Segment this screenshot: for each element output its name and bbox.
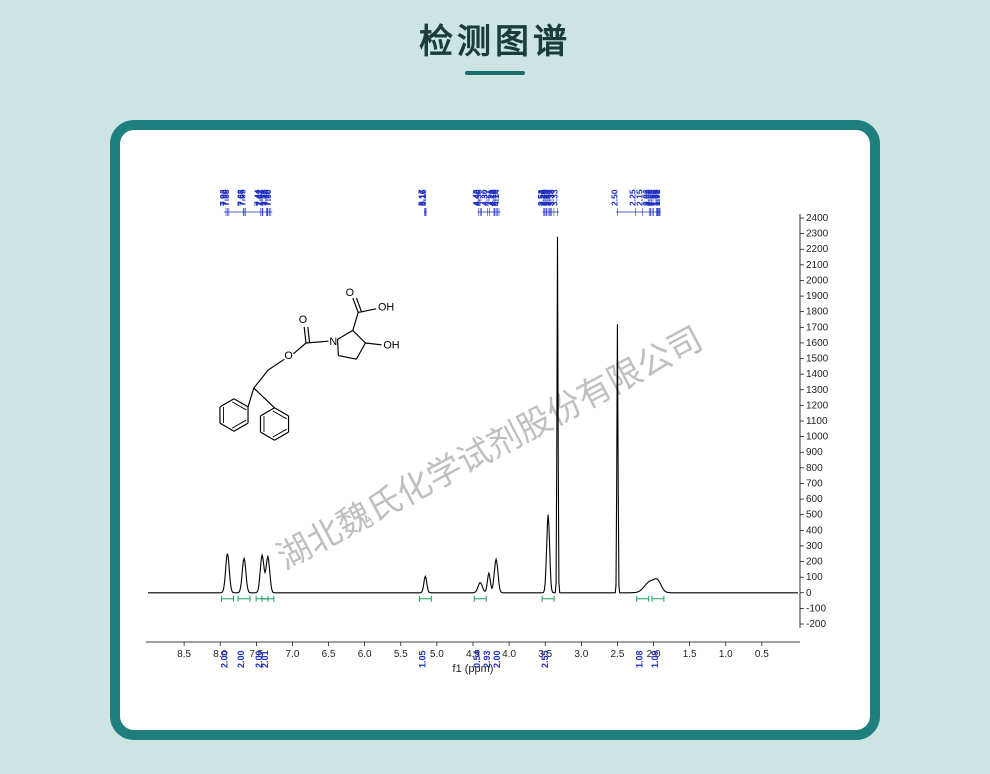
- y-tick-label: 800: [806, 463, 823, 474]
- molecule-atom-label: OH: [383, 339, 399, 351]
- y-tick-label: 1500: [806, 354, 829, 365]
- y-tick-label: 600: [806, 494, 823, 505]
- molecule-atom-label: O: [346, 287, 354, 299]
- spectrum-plot: 湖北魏氏化学试剂股份有限公司24002300220021002000190018…: [138, 148, 852, 712]
- watermark: 湖北魏氏化学试剂股份有限公司: [271, 320, 709, 577]
- x-tick-label: 7.0: [285, 649, 299, 660]
- y-tick-label: 200: [806, 557, 823, 568]
- x-tick-label: 6.5: [322, 649, 336, 660]
- page-title: 检测图谱: [0, 0, 990, 63]
- spectrum-trace: [148, 237, 798, 593]
- integration-label: 1.08: [635, 650, 645, 668]
- page: 检测图谱 湖北魏氏化学试剂股份有限公司240023002200210020001…: [0, 0, 990, 774]
- y-tick-label: -200: [806, 619, 826, 630]
- y-tick-label: 2000: [806, 275, 829, 286]
- y-tick-label: 1900: [806, 291, 829, 302]
- x-tick-label: 5.5: [394, 649, 408, 660]
- peak-ppm-label: 7.30: [263, 189, 273, 206]
- x-tick-label: 1.5: [683, 649, 697, 660]
- peak-ppm-label: 2.50: [609, 189, 619, 206]
- y-tick-label: 700: [806, 478, 823, 489]
- y-tick-label: 1100: [806, 416, 828, 427]
- x-tick-label: 0.5: [755, 649, 769, 660]
- x-tick-label: 1.0: [719, 649, 733, 660]
- y-tick-label: 2200: [806, 244, 829, 255]
- molecule-atom-label: OH: [378, 302, 394, 314]
- integration-label: 0.54: [472, 650, 482, 668]
- y-tick-label: 900: [806, 447, 823, 458]
- peak-ppm-label: 4.14: [491, 189, 501, 206]
- x-tick-label: 5.0: [430, 649, 444, 660]
- y-tick-label: 1400: [806, 369, 829, 380]
- spectrum-frame: 湖北魏氏化学试剂股份有限公司24002300220021002000190018…: [110, 120, 880, 740]
- y-tick-label: 2100: [806, 260, 829, 271]
- x-tick-label: 6.0: [358, 649, 372, 660]
- y-tick-label: 0: [806, 588, 812, 599]
- y-tick-label: 100: [806, 572, 823, 583]
- y-tick-label: 1600: [806, 338, 829, 349]
- peak-ppm-label: 7.88: [221, 189, 231, 206]
- y-tick-label: 500: [806, 510, 823, 521]
- y-tick-label: 1700: [806, 322, 829, 333]
- y-tick-label: 1800: [806, 307, 829, 318]
- integration-label: 1.05: [417, 650, 427, 668]
- integration-label: 2.00: [492, 650, 502, 668]
- x-tick-label: 8.5: [177, 649, 191, 660]
- y-tick-label: 1300: [806, 385, 829, 396]
- molecule-atom-label: N: [329, 336, 337, 348]
- y-tick-label: 1200: [806, 400, 829, 411]
- molecule-atom-label: O: [299, 314, 307, 326]
- y-tick-label: 400: [806, 525, 823, 536]
- molecule-atom-label: O: [284, 350, 292, 362]
- integration-label: 2.01: [260, 650, 270, 668]
- spectrum-svg: 湖北魏氏化学试剂股份有限公司24002300220021002000190018…: [138, 148, 852, 712]
- molecule-structure: O O N OH O OH: [220, 287, 400, 440]
- peak-ppm-label: 3.33: [550, 189, 560, 206]
- integration-label: 2.93: [482, 650, 492, 668]
- integration-label: 2.00: [236, 650, 246, 668]
- y-tick-label: 2400: [806, 213, 829, 224]
- integration-label: 1.09: [650, 650, 660, 668]
- y-tick-label: 1000: [806, 432, 829, 443]
- peak-ppm-label: 5.15: [418, 189, 428, 206]
- x-tick-label: 3.0: [574, 649, 588, 660]
- y-tick-label: -100: [806, 603, 826, 614]
- x-tick-label: 2.5: [610, 649, 624, 660]
- y-tick-label: 300: [806, 541, 823, 552]
- peak-ppm-label: 7.65: [238, 189, 248, 206]
- x-tick-label: 4.0: [502, 649, 516, 660]
- peak-ppm-label: 1.91: [652, 189, 662, 206]
- integration-label: 2.55: [540, 650, 550, 668]
- y-tick-label: 2300: [806, 229, 829, 240]
- integration-label: 2.00: [219, 650, 229, 668]
- title-underline: [465, 71, 525, 75]
